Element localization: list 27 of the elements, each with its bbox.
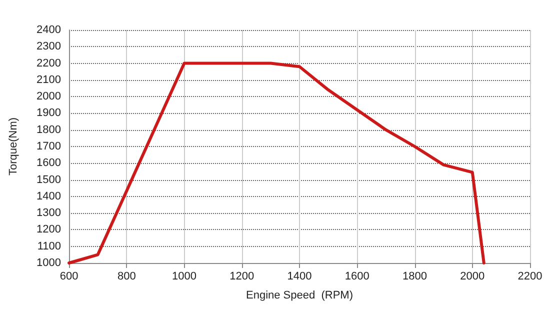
x-tick-label: 2000 (460, 270, 485, 282)
y-tick-label: 2300 (36, 40, 61, 53)
y-tick-label: 1300 (36, 207, 61, 220)
y-tick-label: 1400 (36, 190, 61, 202)
x-tick-label: 1000 (172, 270, 196, 282)
y-tick-label: 1100 (37, 240, 61, 252)
x-tick-label: 1600 (344, 270, 370, 282)
line-series (68, 62, 486, 264)
y-tick-label: 1200 (36, 224, 61, 236)
x-tick-label: 1400 (287, 270, 312, 282)
x-tick-label: 600 (60, 270, 78, 282)
x-tick-label: 800 (117, 270, 136, 282)
x-tick-label: 2200 (518, 270, 542, 282)
x-axis-title: Engine Speed (RPM) (246, 290, 353, 302)
y-axis-title: Torque(Nm) (8, 117, 20, 176)
y-tick-label: 1900 (36, 107, 61, 120)
y-tick-label: 2200 (36, 57, 61, 70)
y-tick-label: 1700 (36, 140, 61, 152)
y-tick-label: 2400 (36, 24, 61, 36)
x-tick-label: 1800 (402, 270, 427, 282)
y-tick-label: 2100 (36, 74, 61, 86)
y-tick-label: 2000 (36, 90, 61, 103)
y-tick-label: 1600 (36, 157, 61, 170)
x-tick-label: 1200 (230, 270, 254, 282)
y-tick-label: 1000 (36, 257, 61, 269)
y-tick-label: 1800 (36, 124, 61, 136)
y-tick-label: 1500 (36, 174, 61, 186)
